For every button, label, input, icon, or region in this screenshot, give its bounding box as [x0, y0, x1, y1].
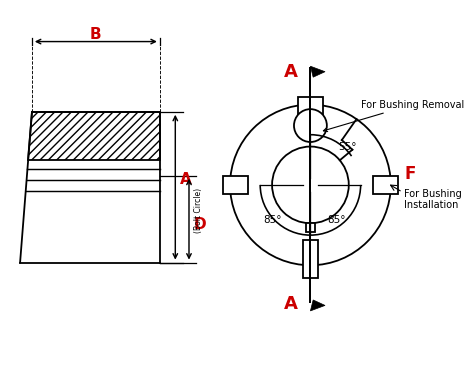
Polygon shape — [28, 112, 160, 160]
Text: 85°: 85° — [327, 215, 346, 224]
Text: For Bushing Removal: For Bushing Removal — [323, 100, 464, 132]
Text: (Bolt Circle): (Bolt Circle) — [193, 187, 202, 233]
Circle shape — [294, 109, 327, 142]
Circle shape — [230, 105, 391, 265]
Text: A: A — [180, 172, 191, 187]
Polygon shape — [303, 240, 318, 278]
Polygon shape — [310, 300, 325, 311]
Polygon shape — [223, 176, 248, 194]
Text: D: D — [193, 217, 206, 232]
Text: B: B — [90, 27, 102, 42]
Polygon shape — [298, 97, 323, 125]
Circle shape — [272, 146, 349, 223]
Text: A: A — [284, 295, 298, 312]
Polygon shape — [310, 66, 325, 77]
Text: A: A — [284, 63, 298, 81]
Text: F: F — [404, 165, 416, 183]
Polygon shape — [306, 223, 315, 232]
Polygon shape — [373, 176, 398, 194]
Text: 85°: 85° — [263, 215, 282, 224]
Text: 55°: 55° — [338, 142, 356, 152]
Text: For Bushing
Installation: For Bushing Installation — [404, 188, 462, 210]
